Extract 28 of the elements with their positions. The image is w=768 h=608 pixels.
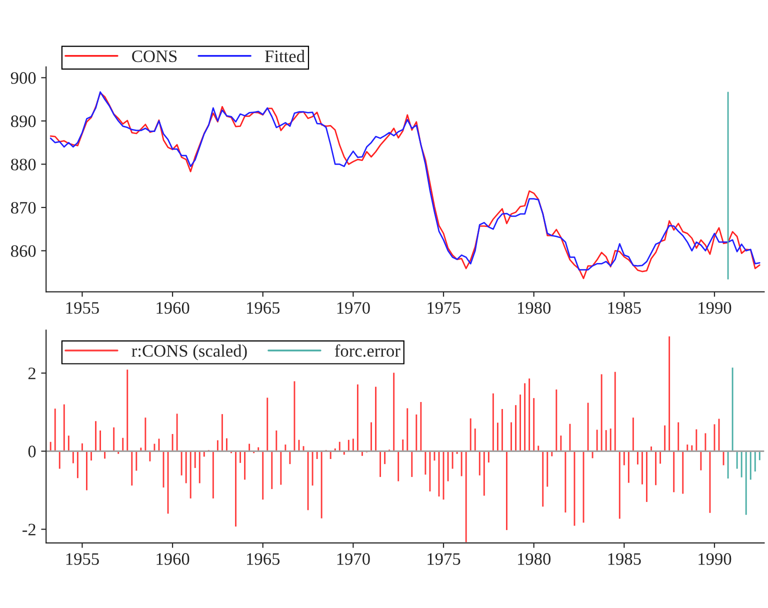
x-tick-label: 1980 <box>518 302 551 314</box>
x-tick-label: 1990 <box>698 553 732 565</box>
x-tick-label: 1955 <box>66 302 99 314</box>
x-tick-label: 1980 <box>518 553 551 565</box>
y-tick-label: -2 <box>22 524 36 536</box>
y-tick-label: 2 <box>28 368 36 380</box>
y-tick-label: 860 <box>10 245 36 257</box>
legend-label: forc.error <box>334 344 400 357</box>
legend-label: r:CONS (scaled) <box>132 344 247 360</box>
x-tick-label: 1985 <box>608 553 641 565</box>
x-tick-label: 1955 <box>66 553 99 565</box>
x-tick-label: 1985 <box>608 302 641 314</box>
y-tick-label: 890 <box>10 115 36 128</box>
y-tick-label: 880 <box>10 158 36 170</box>
x-tick-label: 1965 <box>247 302 280 314</box>
y-tick-label: 900 <box>10 72 36 84</box>
x-tick-label: 1970 <box>337 302 370 314</box>
legend-label: CONS <box>132 50 177 62</box>
y-tick-label: 870 <box>10 202 36 214</box>
x-tick-label: 1975 <box>428 553 460 565</box>
x-tick-label: 1970 <box>337 553 370 565</box>
x-tick-label: 1975 <box>428 302 460 314</box>
x-tick-label: 1960 <box>156 302 190 314</box>
y-tick-label: 0 <box>28 446 36 458</box>
x-tick-label: 1960 <box>156 553 190 565</box>
x-tick-label: 1990 <box>698 302 732 314</box>
x-tick-label: 1965 <box>247 553 280 565</box>
legend-label: Fitted <box>265 50 305 62</box>
